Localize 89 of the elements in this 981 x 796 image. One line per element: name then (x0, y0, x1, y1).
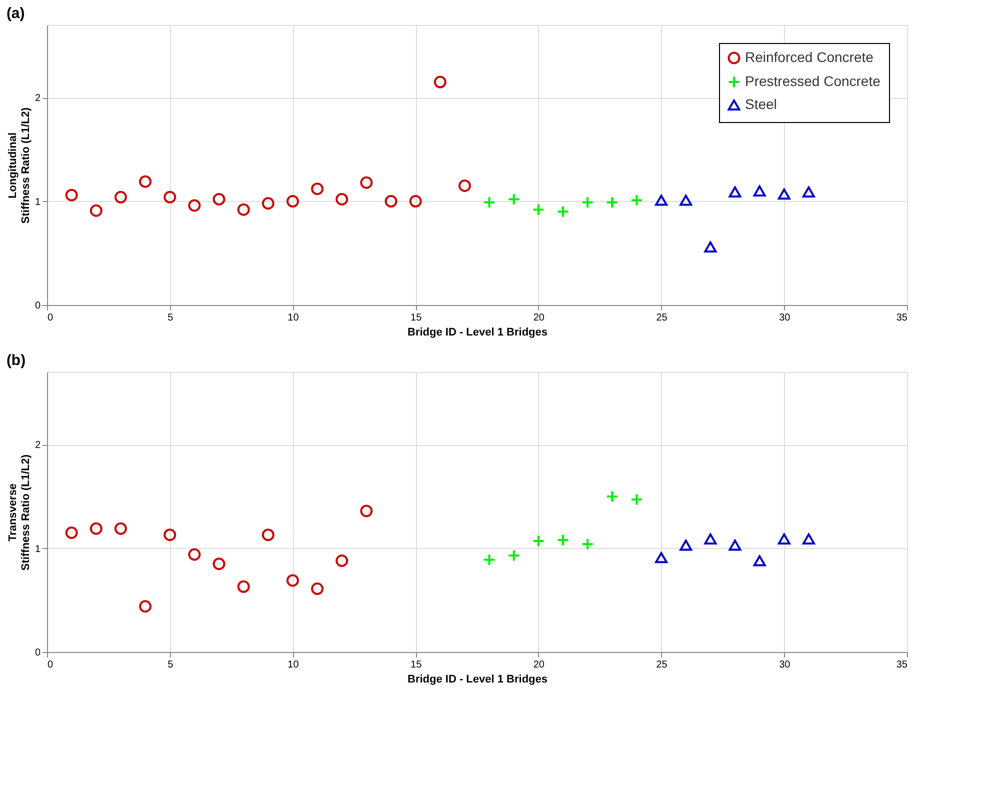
point (704, 533, 717, 545)
point (90, 522, 102, 535)
y-tick-label: 1 (34, 196, 41, 208)
x-tick-label: 20 (533, 312, 545, 324)
y-tick-label: 0 (34, 648, 41, 658)
point (680, 194, 692, 206)
point (458, 180, 471, 192)
point (188, 199, 201, 212)
y-tick-label: 1 (34, 544, 41, 555)
x-tick-label: 25 (656, 660, 668, 670)
point (114, 522, 127, 535)
x-tick-label: 10 (288, 660, 300, 670)
point (360, 504, 373, 518)
point (139, 600, 152, 613)
y-tick-label: 2 (34, 440, 41, 452)
x-tick-label: 35 (896, 660, 908, 670)
point (532, 534, 545, 548)
point (556, 205, 570, 218)
point (164, 528, 176, 542)
point (434, 76, 446, 88)
point (728, 186, 742, 198)
point (556, 534, 570, 546)
point (65, 526, 78, 539)
point (336, 192, 348, 206)
point (65, 188, 78, 202)
point (581, 538, 594, 550)
point (606, 196, 618, 209)
x-tick-label: 25 (656, 312, 668, 324)
x-tick-label: 5 (168, 312, 174, 324)
point (237, 203, 250, 216)
y-tick-label: 2 (34, 93, 41, 104)
point (262, 528, 274, 542)
point (630, 194, 643, 207)
point (655, 552, 668, 564)
point (753, 555, 766, 566)
x-tick-label: 0 (48, 312, 54, 324)
point (139, 175, 152, 188)
point (802, 186, 815, 198)
point (753, 185, 766, 196)
y-axis-title: Longitudinal Stiffness Ratio (L1/L2) (6, 107, 32, 224)
point (188, 548, 201, 561)
x-tick-label: 5 (168, 660, 174, 670)
point (212, 192, 226, 206)
point (483, 196, 496, 209)
point (778, 188, 790, 200)
point (336, 554, 348, 567)
point (630, 493, 643, 506)
point (778, 533, 790, 545)
x-tick-label: 20 (533, 660, 545, 670)
point (606, 490, 618, 503)
point (508, 192, 520, 206)
point (262, 197, 274, 210)
x-tick-label: 35 (896, 312, 908, 324)
point (655, 194, 668, 206)
point (286, 195, 299, 208)
legend-label: Steel (745, 96, 777, 112)
point (360, 176, 373, 189)
legend-label: Reinforced Concrete (745, 49, 874, 65)
x-tick-label: 30 (779, 312, 791, 324)
x-tick-label: 0 (48, 660, 54, 670)
chart-title: (b) (6, 352, 26, 369)
point (409, 195, 422, 208)
x-axis-title: Bridge ID - Level 1 Bridges (408, 326, 548, 338)
point (704, 241, 717, 252)
y-axis-title: Transverse Stiffness Ratio (L1/L2) (6, 454, 32, 571)
point (483, 553, 496, 566)
point (680, 540, 692, 551)
point (164, 190, 176, 204)
point (728, 540, 742, 551)
point (311, 582, 324, 595)
legend-label: Prestressed Concrete (745, 73, 881, 89)
x-tick-label: 10 (288, 312, 300, 324)
point (114, 190, 127, 204)
x-tick-label: 15 (410, 660, 422, 670)
point (90, 204, 102, 217)
x-tick-label: 30 (779, 660, 791, 670)
x-axis-title: Bridge ID - Level 1 Bridges (408, 674, 548, 686)
point (532, 203, 545, 216)
point (384, 195, 398, 208)
point (286, 574, 299, 587)
point (237, 580, 250, 593)
point (508, 549, 520, 562)
point (212, 558, 226, 570)
chart-title: (a) (6, 5, 25, 22)
point (311, 182, 324, 196)
point (581, 196, 594, 209)
x-tick-label: 15 (410, 312, 422, 324)
point (802, 533, 815, 545)
y-tick-label: 0 (34, 300, 41, 312)
